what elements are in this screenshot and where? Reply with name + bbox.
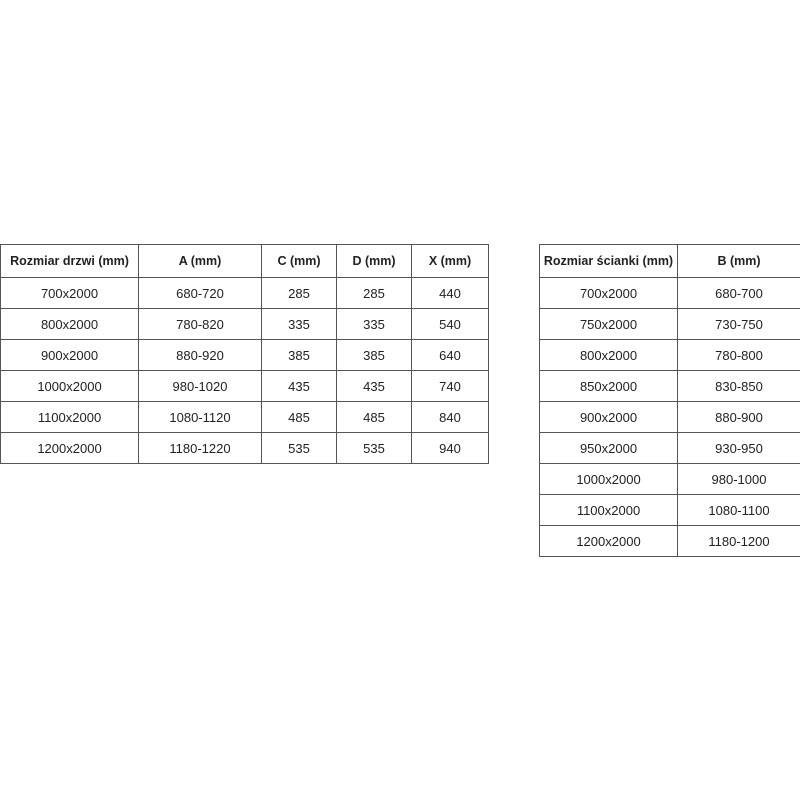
- column-header: C (mm): [261, 244, 337, 278]
- column-header: Rozmiar ścianki (mm): [539, 244, 678, 278]
- table-cell: 285: [336, 277, 412, 309]
- table-cell: 385: [336, 339, 412, 371]
- table-row: 700x2000 680-700: [539, 277, 800, 309]
- table-row: 750x2000 730-750: [539, 308, 800, 340]
- table-cell: 950x2000: [539, 432, 678, 464]
- table-cell: 485: [336, 401, 412, 433]
- table-cell: 1180-1220: [138, 432, 262, 464]
- table-row: 800x2000 780-800: [539, 339, 800, 371]
- table-header-row: Rozmiar drzwi (mm) A (mm) C (mm) D (mm) X (m…: [0, 244, 489, 278]
- table-cell: 1080-1100: [677, 494, 800, 526]
- table-cell: 1200x2000: [539, 525, 678, 557]
- table-cell: 740: [411, 370, 489, 402]
- column-header: Rozmiar drzwi (mm): [0, 244, 139, 278]
- table-cell: 1000x2000: [0, 370, 139, 402]
- table-cell: 435: [336, 370, 412, 402]
- table-cell: 780-820: [138, 308, 262, 340]
- table-cell: 1080-1120: [138, 401, 262, 433]
- table-cell: 900x2000: [0, 339, 139, 371]
- table-row: 950x2000 930-950: [539, 432, 800, 464]
- table-cell: 930-950: [677, 432, 800, 464]
- table-row: 1100x2000 1080-1120 485 485 840: [0, 401, 489, 433]
- table-row: 1200x2000 1180-1220 535 535 940: [0, 432, 489, 464]
- table-cell: 435: [261, 370, 337, 402]
- table-cell: 1100x2000: [539, 494, 678, 526]
- column-header: D (mm): [336, 244, 412, 278]
- table-row: 850x2000 830-850: [539, 370, 800, 402]
- table-cell: 840: [411, 401, 489, 433]
- door-size-table: Rozmiar drzwi (mm) A (mm) C (mm) D (mm) X (m…: [0, 244, 489, 464]
- table-cell: 1000x2000: [539, 463, 678, 495]
- table-cell: 1100x2000: [0, 401, 139, 433]
- table-cell: 800x2000: [539, 339, 678, 371]
- wall-size-table: Rozmiar ścianki (mm) B (mm) 700x2000 680-7…: [539, 244, 800, 557]
- table-cell: 535: [336, 432, 412, 464]
- table-row: 1000x2000 980-1000: [539, 463, 800, 495]
- table-cell: 440: [411, 277, 489, 309]
- table-cell: 880-920: [138, 339, 262, 371]
- table-cell: 750x2000: [539, 308, 678, 340]
- table-cell: 980-1000: [677, 463, 800, 495]
- table-cell: 640: [411, 339, 489, 371]
- table-cell: 730-750: [677, 308, 800, 340]
- table-row: 900x2000 880-920 385 385 640: [0, 339, 489, 371]
- table-row: 1100x2000 1080-1100: [539, 494, 800, 526]
- table-header-row: Rozmiar ścianki (mm) B (mm): [539, 244, 800, 278]
- table-cell: 880-900: [677, 401, 800, 433]
- table-row: 1200x2000 1180-1200: [539, 525, 800, 557]
- table-cell: 1180-1200: [677, 525, 800, 557]
- table-cell: 1200x2000: [0, 432, 139, 464]
- table-cell: 335: [336, 308, 412, 340]
- table-cell: 700x2000: [0, 277, 139, 309]
- table-cell: 385: [261, 339, 337, 371]
- table-row: 1000x2000 980-1020 435 435 740: [0, 370, 489, 402]
- table-cell: 535: [261, 432, 337, 464]
- table-cell: 780-800: [677, 339, 800, 371]
- column-header: X (mm): [411, 244, 489, 278]
- column-header: B (mm): [677, 244, 800, 278]
- table-cell: 700x2000: [539, 277, 678, 309]
- table-cell: 940: [411, 432, 489, 464]
- table-row: 900x2000 880-900: [539, 401, 800, 433]
- table-row: 800x2000 780-820 335 335 540: [0, 308, 489, 340]
- table-cell: 335: [261, 308, 337, 340]
- table-row: 700x2000 680-720 285 285 440: [0, 277, 489, 309]
- column-header: A (mm): [138, 244, 262, 278]
- table-cell: 830-850: [677, 370, 800, 402]
- table-cell: 980-1020: [138, 370, 262, 402]
- table-cell: 540: [411, 308, 489, 340]
- table-cell: 285: [261, 277, 337, 309]
- table-cell: 850x2000: [539, 370, 678, 402]
- table-cell: 680-700: [677, 277, 800, 309]
- table-cell: 800x2000: [0, 308, 139, 340]
- table-cell: 485: [261, 401, 337, 433]
- table-cell: 680-720: [138, 277, 262, 309]
- table-cell: 900x2000: [539, 401, 678, 433]
